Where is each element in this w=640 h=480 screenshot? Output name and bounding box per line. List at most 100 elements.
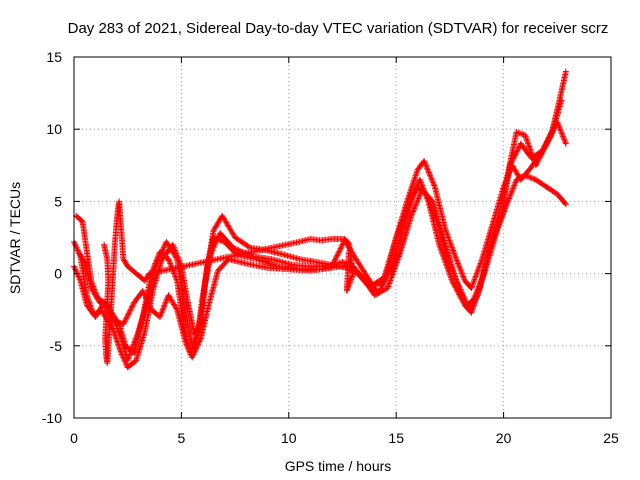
data-point — [556, 124, 563, 131]
data-point — [507, 160, 514, 167]
data-point — [422, 160, 429, 167]
y-axis-label: SDTVAR / TECUs — [7, 182, 23, 294]
data-point — [562, 139, 569, 146]
data-point — [431, 212, 438, 219]
data-point — [561, 136, 568, 143]
data-point — [476, 261, 483, 268]
x-axis-label: GPS time / hours — [285, 458, 392, 474]
data-point — [189, 352, 196, 359]
data-point — [509, 156, 516, 163]
data-point — [462, 298, 469, 305]
data-point — [427, 173, 434, 180]
data-point — [417, 179, 424, 186]
data-point — [543, 138, 550, 145]
data-point — [456, 285, 463, 292]
data-point — [247, 252, 254, 259]
data-point — [214, 235, 221, 242]
data-point — [332, 255, 339, 262]
data-point — [504, 198, 511, 205]
data-point — [402, 211, 409, 218]
data-point — [378, 288, 385, 295]
chart-title: Day 283 of 2021, Sidereal Day-to-day VTE… — [68, 20, 609, 37]
data-point — [404, 204, 411, 211]
data-point — [427, 202, 434, 209]
data-point — [129, 303, 136, 310]
data-point — [523, 134, 530, 141]
data-point — [411, 190, 418, 197]
data-point — [215, 234, 222, 241]
axis-ticks: 0 5 10 15 20 25 -10 -5 0 5 10 15 — [42, 49, 619, 446]
data-point — [561, 137, 568, 144]
data-point — [74, 246, 81, 253]
data-point — [446, 237, 453, 244]
data-point — [558, 129, 565, 136]
data-point — [411, 204, 418, 211]
y-tick-label: 5 — [54, 193, 62, 209]
data-point — [396, 225, 403, 232]
data-point — [559, 131, 566, 138]
data-point — [429, 208, 436, 215]
data-point — [470, 279, 477, 286]
data-point — [350, 270, 357, 277]
data-point — [455, 282, 462, 289]
data-point — [213, 238, 220, 245]
data-point — [421, 159, 428, 166]
data-point — [469, 282, 476, 289]
data-point — [460, 274, 467, 281]
y-tick-label: 0 — [54, 266, 62, 282]
data-point — [474, 267, 481, 274]
data-point — [444, 256, 451, 263]
data-point — [80, 257, 87, 264]
data-point — [424, 194, 431, 201]
data-point — [115, 319, 122, 326]
x-tick-label: 15 — [388, 430, 404, 446]
data-point — [508, 188, 515, 195]
data-point — [232, 245, 239, 252]
data-point — [457, 286, 464, 293]
data-point — [459, 292, 466, 299]
data-point — [348, 274, 355, 281]
data-point — [458, 269, 465, 276]
data-point — [459, 272, 466, 279]
data-point — [447, 241, 454, 248]
data-point — [512, 151, 519, 158]
data-point — [478, 257, 485, 264]
data-point — [72, 241, 79, 248]
data-point — [511, 182, 518, 189]
data-point — [416, 192, 423, 199]
data-point — [371, 292, 378, 299]
data-point — [209, 247, 216, 254]
data-point — [510, 155, 517, 162]
data-point — [503, 201, 510, 208]
data-point — [345, 248, 352, 255]
data-point — [167, 260, 174, 267]
data-point — [456, 264, 463, 271]
data-point — [155, 253, 162, 260]
data-point — [123, 315, 130, 322]
data-point — [453, 257, 460, 264]
data-point — [421, 157, 428, 164]
data-point — [328, 263, 335, 270]
data-point — [469, 280, 476, 287]
data-point — [393, 234, 400, 241]
data-point — [151, 261, 158, 268]
data-point — [428, 205, 435, 212]
data-point — [560, 133, 567, 140]
data-point — [428, 176, 435, 183]
data-point — [450, 248, 457, 255]
data-point — [456, 283, 463, 290]
data-point — [415, 194, 422, 201]
data-point — [528, 175, 535, 182]
data-point — [430, 211, 437, 218]
data-point — [403, 207, 410, 214]
data-point — [73, 269, 80, 276]
data-point — [526, 144, 533, 151]
data-point — [545, 134, 552, 141]
data-point — [460, 273, 467, 280]
data-point — [376, 289, 383, 296]
data-point — [558, 97, 565, 104]
data-point — [526, 143, 533, 150]
data-point — [511, 154, 518, 161]
data-point — [146, 302, 153, 309]
data-point — [336, 246, 343, 253]
